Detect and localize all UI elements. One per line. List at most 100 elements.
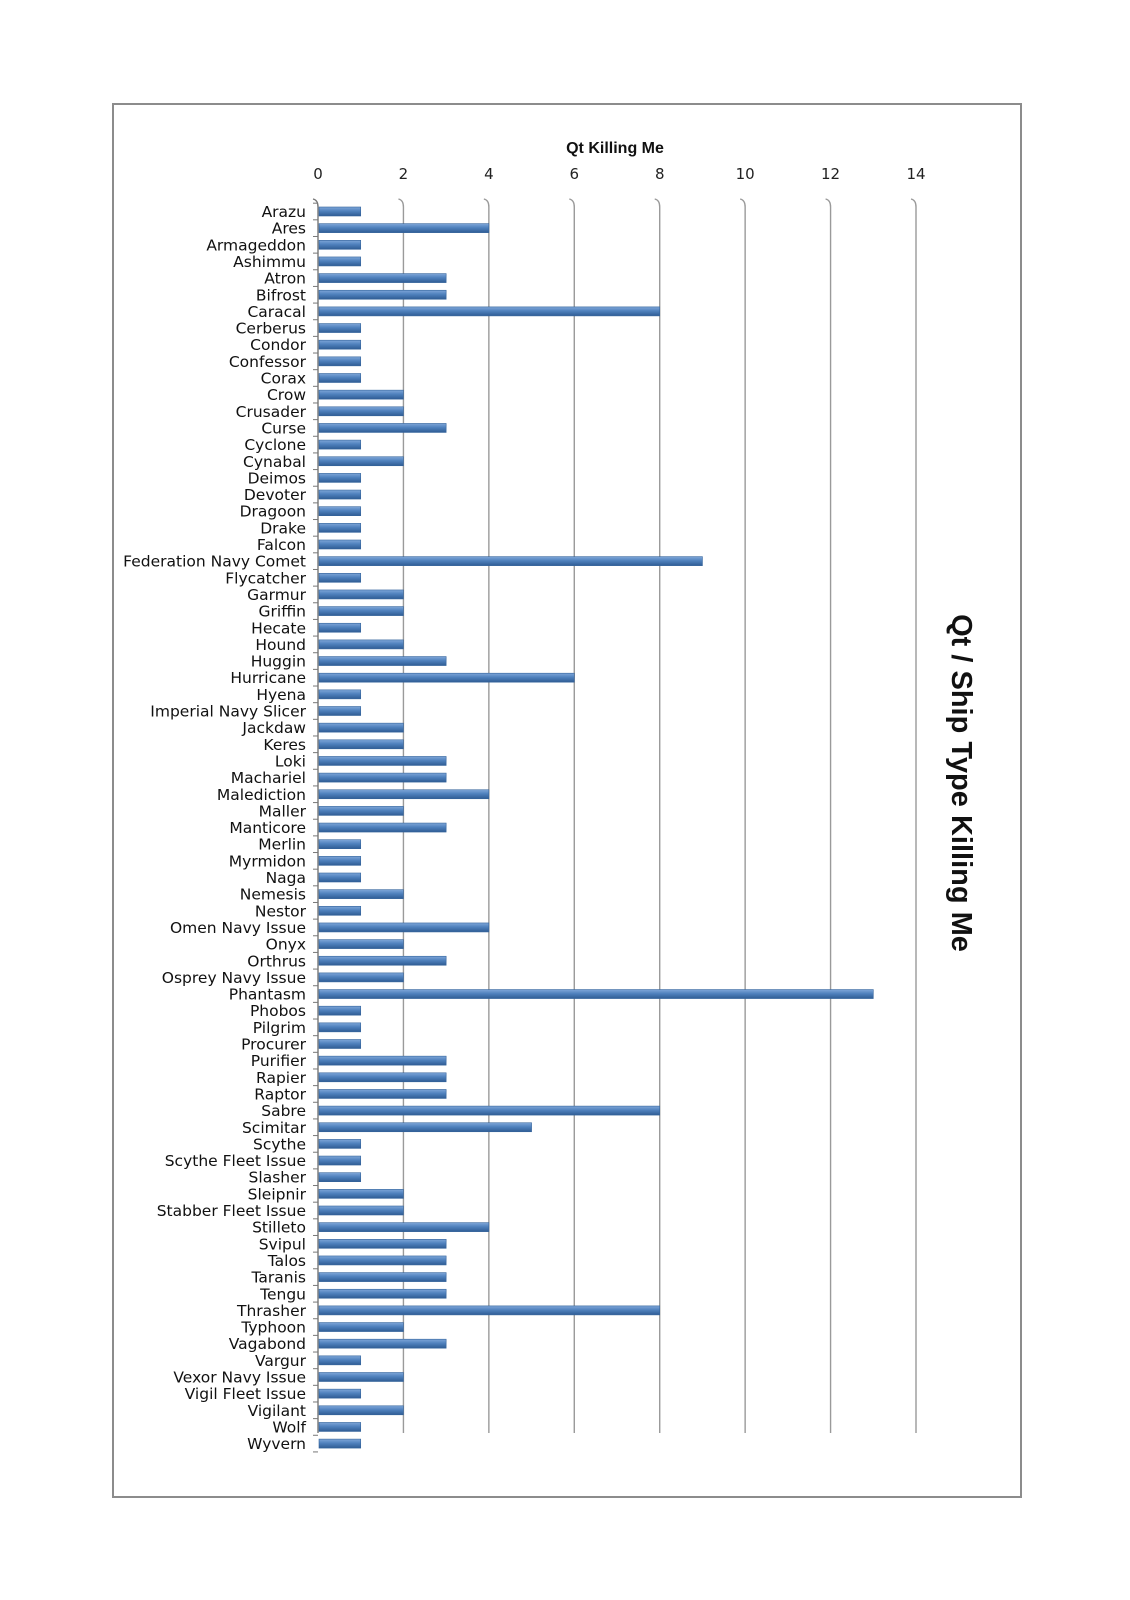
category-label: Huggin: [251, 653, 306, 671]
bar: [318, 256, 362, 267]
bar: [318, 689, 362, 700]
category-label: Cerberus: [236, 320, 306, 338]
bar: [318, 1005, 362, 1016]
bar: [318, 806, 404, 816]
category-label: Dragoon: [240, 503, 306, 521]
x-tick-label: 10: [736, 165, 755, 183]
bar: [318, 373, 362, 383]
x-axis-tick-labels: 0 2 4 6 8 10 12 14: [313, 165, 925, 183]
category-label: Crow: [267, 386, 306, 404]
bar: [318, 872, 362, 883]
gridline-0: [312, 198, 319, 1433]
category-label: Vigilant: [248, 1402, 306, 1420]
category-label: Flycatcher: [225, 569, 306, 587]
category-label: Keres: [263, 736, 306, 754]
bar: [318, 606, 404, 616]
category-label: Drake: [260, 519, 306, 537]
bar: [318, 273, 447, 283]
category-label: Curse: [261, 419, 306, 437]
bar: [318, 639, 404, 650]
bar: [318, 1239, 447, 1249]
category-label: Naga: [266, 869, 306, 887]
category-label: Typhoon: [240, 1319, 306, 1337]
category-label: Confessor: [229, 353, 307, 371]
category-label: Phobos: [250, 1002, 306, 1020]
bar: [318, 1172, 362, 1182]
category-label: Cyclone: [244, 436, 306, 454]
bar: [318, 856, 362, 866]
gridline-6: [569, 198, 575, 1433]
category-label: Myrmidon: [229, 852, 306, 870]
category-label: Merlin: [258, 836, 306, 854]
bar: [318, 839, 362, 850]
category-label: Malediction: [217, 786, 306, 804]
bar: [318, 1438, 362, 1449]
bar: [318, 1089, 447, 1099]
category-label: Sleipnir: [248, 1185, 307, 1203]
category-label: Pilgrim: [253, 1019, 306, 1037]
x-tick-label: 14: [906, 165, 925, 183]
category-label: Onyx: [266, 936, 306, 954]
category-label: Wyvern: [247, 1435, 306, 1453]
bar: [318, 1288, 447, 1299]
bar: [318, 406, 404, 417]
bar: [318, 1139, 362, 1149]
category-label: Devoter: [244, 486, 307, 504]
category-label: Orthrus: [247, 952, 306, 970]
gridline-2: [398, 198, 405, 1433]
gridline-14: [910, 198, 917, 1433]
category-label: Jackdaw: [241, 719, 306, 737]
bar: [318, 556, 703, 566]
bar: [318, 1388, 362, 1399]
bar: [318, 1155, 362, 1166]
category-label: Vagabond: [229, 1335, 306, 1353]
gridline-10: [739, 198, 746, 1433]
category-label: Armageddon: [206, 236, 306, 254]
bar: [318, 356, 362, 367]
bar: [318, 756, 447, 766]
category-label: Federation Navy Comet: [123, 553, 306, 571]
category-label: Falcon: [257, 536, 306, 554]
category-label: Corax: [261, 370, 306, 388]
x-tick-label: 4: [484, 165, 494, 183]
bar: [318, 1305, 661, 1316]
category-label: Maller: [259, 802, 307, 820]
bar: [318, 489, 362, 500]
category-label: Vigil Fleet Issue: [185, 1385, 306, 1403]
bar: [318, 1338, 447, 1349]
bar: [318, 589, 404, 600]
category-label: Caracal: [247, 303, 306, 321]
category-label: Loki: [275, 752, 306, 770]
category-labels: ArazuAresArmageddonAshimmuAtronBifrostCa…: [123, 203, 306, 1453]
category-label: Sabre: [261, 1102, 306, 1120]
bar: [318, 473, 362, 483]
category-label: Garmur: [247, 586, 307, 604]
category-label: Talos: [267, 1252, 306, 1270]
category-label: Hurricane: [230, 669, 306, 687]
category-label: Bifrost: [256, 286, 306, 304]
category-label: Imperial Navy Slicer: [150, 703, 306, 721]
x-tick-label: 8: [655, 165, 665, 183]
bar: [318, 989, 874, 999]
bar: [318, 656, 447, 666]
bar: [318, 1372, 404, 1382]
bar: [318, 423, 447, 433]
category-label: Slasher: [249, 1169, 307, 1187]
category-label: Hyena: [256, 686, 306, 704]
bar: [318, 739, 404, 750]
bar: [318, 1022, 362, 1033]
category-label: Scimitar: [242, 1119, 307, 1137]
x-tick-label: 0: [313, 165, 323, 183]
bars: [318, 206, 874, 1449]
category-label: Stabber Fleet Issue: [157, 1202, 306, 1220]
bar: [318, 306, 661, 317]
bar: [318, 389, 404, 400]
bar: [318, 706, 362, 716]
bar: [318, 1055, 447, 1066]
category-label: Procurer: [241, 1036, 307, 1054]
category-label: Hecate: [251, 619, 306, 637]
category-label: Stilleto: [252, 1219, 306, 1237]
category-label: Phantasm: [229, 986, 306, 1004]
bar: [318, 1105, 661, 1116]
category-label: Nestor: [255, 902, 307, 920]
